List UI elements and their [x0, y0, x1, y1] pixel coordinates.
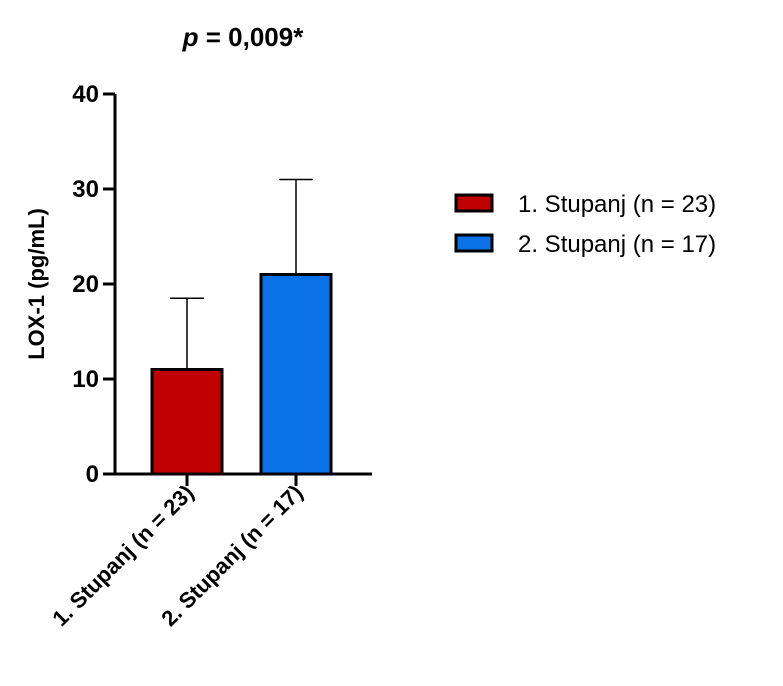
bar — [150, 368, 224, 476]
legend-label: 1. Stupanj (n = 23) — [518, 191, 716, 218]
legend-swatch — [454, 233, 494, 253]
legend-label: 2. Stupanj (n = 17) — [518, 231, 716, 258]
y-tick-label: 40 — [72, 81, 99, 108]
y-tick-label: 0 — [86, 461, 99, 488]
chart-title-prefix: p — [182, 22, 199, 52]
legend: 1. Stupanj (n = 23) 2. Stupanj (n = 17) — [454, 191, 716, 258]
y-axis-title: LOX-1 (pg/mL) — [24, 208, 49, 360]
y-tick-label: 10 — [72, 366, 99, 393]
x-category-labels: 1. Stupanj (n = 23)2. Stupanj (n = 17) — [47, 480, 307, 631]
y-ticks: 0 10 20 30 40 — [72, 81, 115, 488]
y-tick-label: 20 — [72, 271, 99, 298]
bar — [259, 273, 333, 476]
legend-swatch — [454, 193, 494, 213]
chart-title: p = 0,009* — [182, 22, 305, 52]
y-tick-label: 30 — [72, 176, 99, 203]
chart-title-suffix: = 0,009* — [199, 22, 305, 52]
bars — [150, 178, 333, 486]
